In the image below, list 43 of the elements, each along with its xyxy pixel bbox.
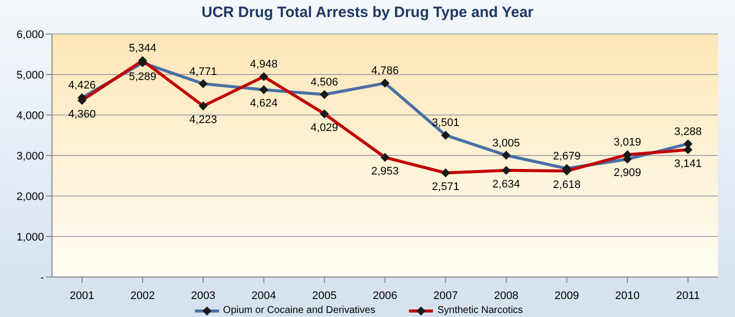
x-tick-label: 2010: [615, 290, 640, 302]
data-label: 3,141: [674, 158, 702, 170]
x-tick-label: 2001: [70, 290, 94, 302]
data-label: 2,909: [614, 167, 642, 180]
x-tick-label: 2007: [433, 290, 458, 302]
data-label: 4,786: [371, 65, 399, 78]
x-tick-label: 2011: [676, 290, 700, 302]
y-tick-label: 2,000: [16, 190, 44, 203]
data-label: 2,618: [553, 178, 581, 191]
data-label: 3,288: [674, 126, 702, 138]
data-label: 4,223: [189, 114, 217, 126]
x-tick-label: 2002: [130, 290, 155, 302]
y-tick-label: 3,000: [16, 150, 44, 162]
data-label: 2,953: [371, 165, 399, 178]
y-tick-label: 5,000: [16, 69, 44, 82]
data-label: 5,344: [128, 42, 156, 55]
x-tick-label: 2008: [494, 290, 518, 302]
x-tick-label: 2006: [372, 290, 398, 302]
data-label: 2,634: [492, 178, 520, 190]
data-label: 2,571: [432, 180, 460, 193]
data-label: 3,019: [614, 136, 642, 149]
data-label: 4,771: [189, 66, 217, 78]
y-tick-label: -: [40, 272, 44, 284]
x-tick-label: 2009: [554, 290, 580, 302]
data-label: 4,948: [250, 58, 278, 71]
data-label: 4,426: [68, 80, 96, 92]
y-tick-label: 4,000: [16, 110, 44, 122]
y-tick-label: 6,000: [16, 28, 44, 41]
x-tick-label: 2003: [190, 290, 216, 302]
data-label: 5,289: [128, 70, 156, 83]
data-label: 4,029: [310, 122, 338, 134]
legend-label: Opium or Cocaine and Derivatives: [223, 305, 376, 316]
x-tick-label: 2004: [252, 290, 276, 302]
data-label: 3,005: [492, 137, 520, 150]
chart-title: UCR Drug Total Arrests by Drug Type and Year: [200, 3, 534, 23]
data-label: 4,624: [250, 98, 278, 110]
x-tick-label: 2005: [312, 290, 337, 302]
data-label: 4,360: [68, 108, 96, 120]
data-label: 4,506: [310, 76, 338, 89]
data-label: 2,679: [553, 150, 581, 162]
data-label: 3,501: [432, 117, 460, 130]
legend-label: Synthetic Narcotics: [437, 305, 523, 316]
y-tick-label: 1,000: [16, 231, 44, 244]
